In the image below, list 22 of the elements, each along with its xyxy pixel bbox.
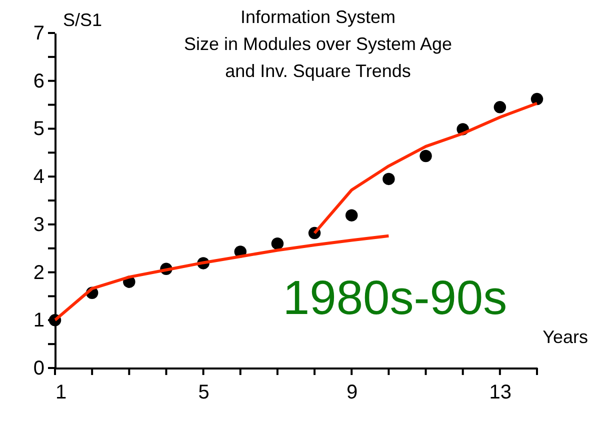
x-tick-label: 13 (489, 382, 512, 404)
y-tick-label: 3 (33, 214, 44, 236)
chart-title: Information System Size in Modules over System Age and Inv. Square Trends (184, 7, 452, 81)
y-tick-label: 7 (33, 22, 44, 44)
y-tick-label: 5 (33, 118, 44, 140)
point (530, 92, 544, 106)
y-tick-label: 4 (33, 166, 44, 188)
point (271, 237, 284, 250)
x-axis-title: Years (542, 327, 588, 347)
y-tick-label: 6 (33, 70, 44, 92)
x-tick-label: 1 (56, 382, 67, 404)
y-axis-title: S/S1 (63, 10, 102, 30)
x-tick-label: 9 (346, 382, 358, 404)
y-tick-label: 2 (33, 262, 44, 284)
point (382, 172, 395, 186)
annotation: 1980s-90s (282, 272, 508, 325)
x-tick-label: 5 (198, 382, 210, 404)
point (494, 101, 506, 114)
point (345, 209, 358, 222)
point (420, 150, 432, 162)
y-tick-label: 0 (33, 358, 44, 380)
y-tick-label: 1 (33, 310, 44, 332)
